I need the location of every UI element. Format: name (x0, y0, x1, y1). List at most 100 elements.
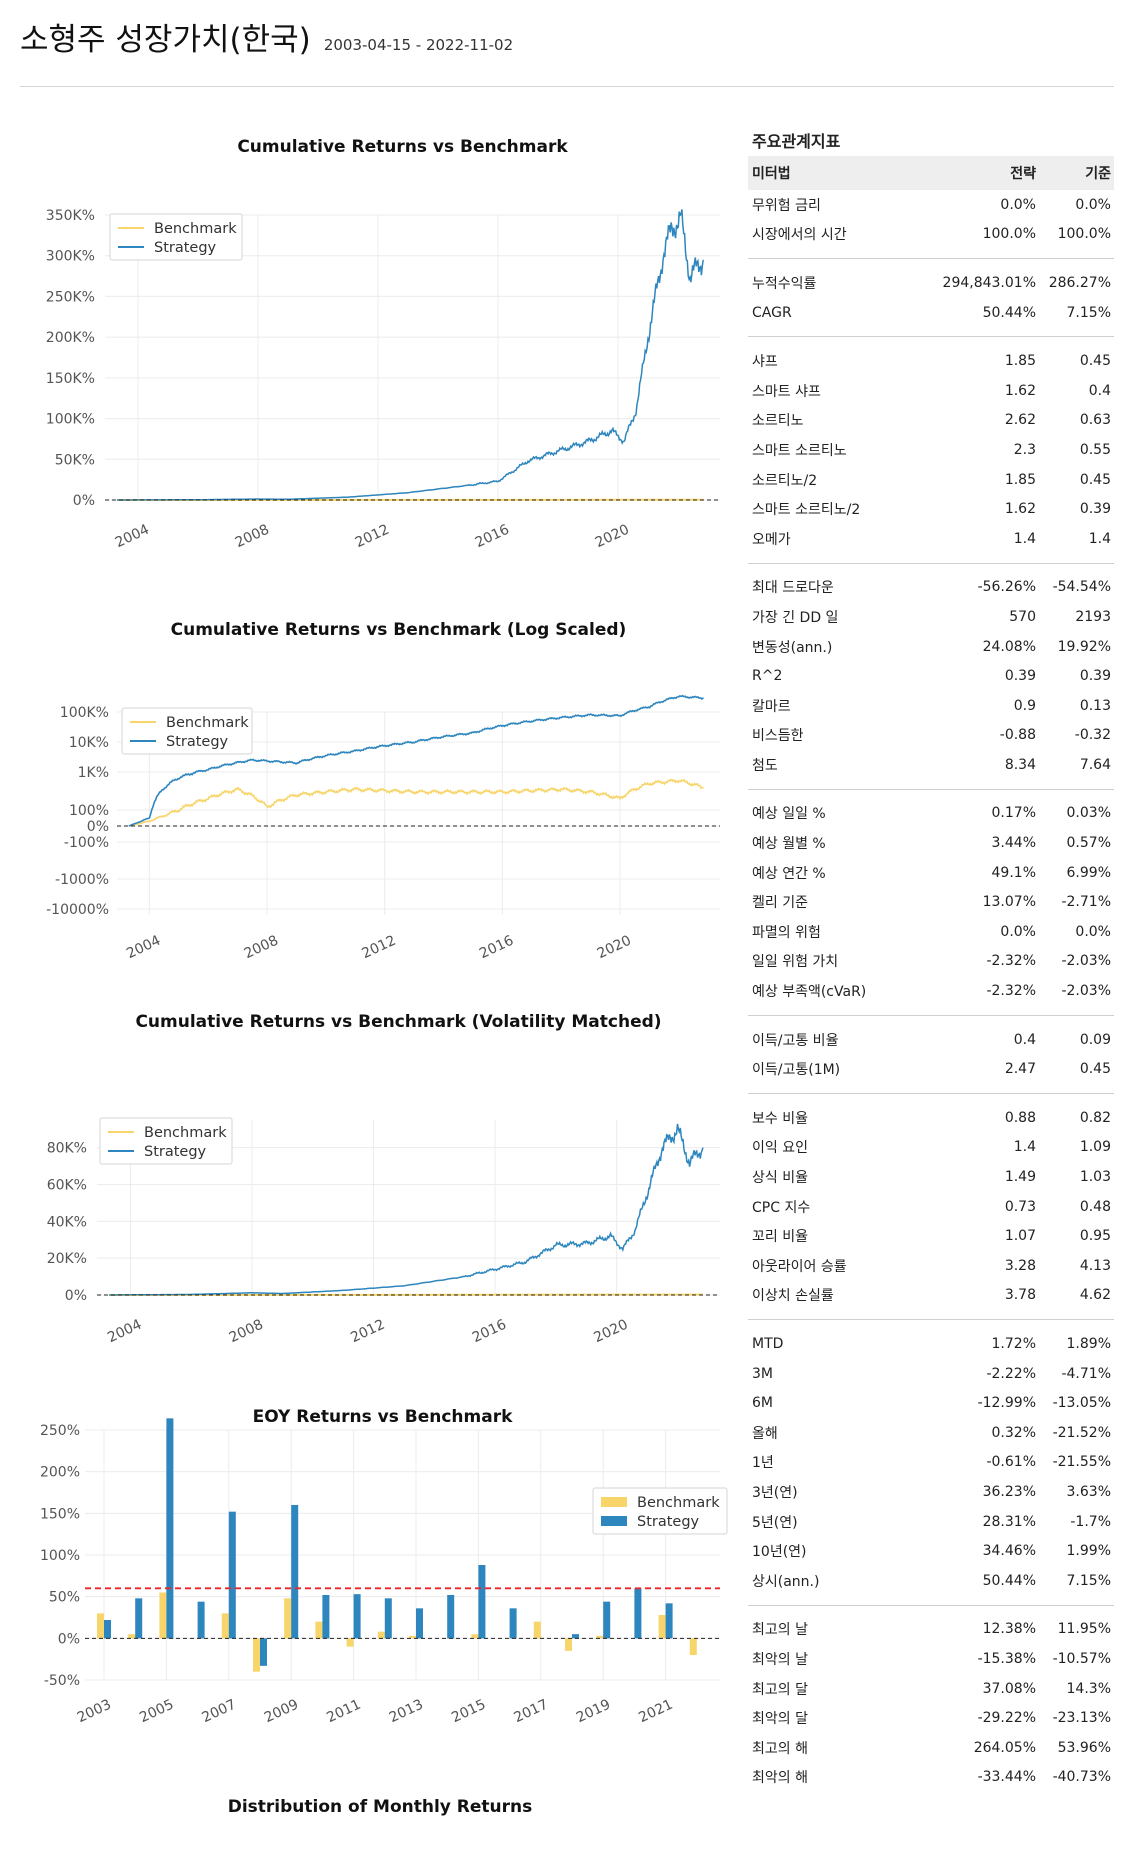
x-tick-label: 2021 (636, 1697, 675, 1727)
bar-benchmark (284, 1598, 292, 1639)
metric-row: 파멸의 위험 0.0% 0.0% (748, 917, 1114, 947)
chart-eoy-returns-svg: EOY Returns vs Benchmark 250% 200% 150% 100%… (40, 1407, 728, 1727)
metric-strategy-value: -12.99% (977, 1395, 1036, 1412)
metric-strategy-value: 100.0% (982, 226, 1036, 243)
metric-label: 5년(연) (752, 1514, 798, 1531)
series-line-benchmark (128, 778, 704, 827)
metric-label: 1년 (752, 1455, 774, 1472)
metric-strategy-value: 50.44% (982, 1572, 1036, 1589)
metric-label: 오메가 (752, 531, 791, 548)
chart-cumulative-returns-log-svg: Cumulative Returns vs Benchmark (Log Sca… (46, 620, 720, 963)
y-tick-label: 300K% (46, 249, 95, 265)
metric-benchmark-value: 0.45 (1079, 353, 1111, 370)
metric-group-divider (748, 1006, 1114, 1025)
metric-group-divider (748, 554, 1114, 573)
metric-row: 스마트 소르티노/2 1.62 0.39 (748, 494, 1114, 524)
bar-strategy (353, 1594, 361, 1639)
x-tick-label: 2008 (242, 933, 281, 963)
metric-row: 이익 요인 1.4 1.09 (748, 1133, 1114, 1163)
legend-label-benchmark: Benchmark (166, 715, 249, 731)
metric-strategy-value: 49.1% (991, 864, 1036, 881)
metric-strategy-value: 2.62 (1004, 412, 1036, 429)
metric-label: 최고의 달 (752, 1681, 808, 1698)
metric-row: 무위험 금리 0.0% 0.0% (748, 190, 1114, 220)
metric-strategy-value: 1.07 (1004, 1228, 1036, 1245)
series-line-strategy (109, 1123, 704, 1296)
metric-strategy-value: -2.32% (986, 983, 1036, 1000)
legend-box (121, 707, 253, 755)
series-line-strategy (117, 209, 704, 501)
key-metrics-panel: 주요관계지표 미터법 전략 기준 무위험 금리 0.0% 0.0% 시장에서의 시간 1… (748, 128, 1114, 1792)
y-tick-label: 0% (73, 493, 95, 509)
metric-strategy-value: 1.85 (1004, 353, 1036, 370)
x-tick-label: 2009 (262, 1697, 301, 1727)
metric-row: 칼마르 0.9 0.13 (748, 691, 1114, 721)
y-tick-label: 0% (58, 1631, 80, 1647)
metric-benchmark-value: -0.32 (1074, 727, 1111, 744)
metric-benchmark-value: -1.7% (1070, 1513, 1111, 1530)
metric-row: 이득/고통(1M) 2.47 0.45 (748, 1054, 1114, 1084)
metric-benchmark-value: -2.71% (1061, 894, 1111, 911)
y-tick-label: 100K% (46, 412, 95, 428)
bar-benchmark (315, 1621, 323, 1639)
metric-row: 스마트 샤프 1.62 0.4 (748, 376, 1114, 406)
metric-strategy-value: 294,843.01% (942, 274, 1036, 291)
metric-row: 오메가 1.4 1.4 (748, 524, 1114, 554)
metric-strategy-value: -29.22% (977, 1710, 1036, 1727)
metric-row: 켈리 기준 13.07% -2.71% (748, 887, 1114, 917)
metric-row: 상식 비율 1.49 1.03 (748, 1162, 1114, 1192)
metric-benchmark-value: 19.92% (1057, 638, 1111, 655)
metric-row: 소르티노/2 1.85 0.45 (748, 465, 1114, 495)
metric-label: 예상 부족액(cVaR) (752, 984, 867, 1001)
metric-benchmark-value: 1.99% (1066, 1543, 1111, 1560)
metric-strategy-value: 12.38% (982, 1621, 1036, 1638)
metric-benchmark-value: -2.03% (1061, 953, 1111, 970)
metric-row: 샤프 1.85 0.45 (748, 346, 1114, 376)
metric-label: 상식 비율 (752, 1170, 808, 1187)
metric-benchmark-value: 0.55 (1079, 441, 1111, 458)
metric-strategy-value: 0.39 (1004, 668, 1036, 685)
metric-row: 최악의 달 -29.22% -23.13% (748, 1703, 1114, 1733)
metric-benchmark-value: -10.57% (1052, 1650, 1111, 1667)
metric-label: 최대 드로다운 (752, 580, 834, 597)
metric-row: 3년(연) 36.23% 3.63% (748, 1477, 1114, 1507)
x-tick-label: 2003 (75, 1697, 114, 1727)
metric-label: 변동성(ann.) (752, 639, 833, 656)
metric-strategy-value: 3.28 (1004, 1257, 1036, 1274)
metric-strategy-value: 1.62 (1004, 501, 1036, 518)
y-tick-label: 250% (40, 1423, 80, 1439)
metric-row: 예상 월별 % 3.44% 0.57% (748, 828, 1114, 858)
metric-benchmark-value: 1.89% (1066, 1335, 1111, 1352)
metric-label: 상시(ann.) (752, 1573, 820, 1590)
bar-strategy (384, 1598, 392, 1639)
chart-cumulative-returns-volatility: Cumulative Returns vs Benchmark (Volatil… (20, 1005, 740, 1365)
metric-label: 10년(연) (752, 1544, 807, 1561)
metric-row: 6M -12.99% -13.05% (748, 1388, 1114, 1418)
metric-row: 최고의 달 37.08% 14.3% (748, 1674, 1114, 1704)
metric-row: 3M -2.22% -4.71% (748, 1359, 1114, 1389)
header-divider (20, 86, 1114, 87)
legend-label-strategy: Strategy (154, 240, 217, 256)
metric-label: 보수 비율 (752, 1110, 808, 1127)
metric-row: 10년(연) 34.46% 1.99% (748, 1536, 1114, 1566)
bar-strategy (634, 1588, 642, 1639)
chart-title: Cumulative Returns vs Benchmark (Volatil… (135, 1012, 661, 1032)
metric-strategy-value: 8.34 (1004, 756, 1036, 773)
series-line-strategy (128, 694, 704, 827)
chart-title: Distribution of Monthly Returns (228, 1797, 533, 1817)
metric-strategy-value: 28.31% (982, 1513, 1036, 1530)
bar-benchmark (409, 1635, 416, 1639)
metric-row: CPC 지수 0.73 0.48 (748, 1192, 1114, 1222)
bar-strategy (509, 1608, 517, 1639)
metric-label: 파멸의 위험 (752, 924, 821, 941)
x-tick-label: 2017 (512, 1697, 551, 1727)
x-tick-label: 2008 (233, 522, 272, 552)
metric-benchmark-value: 0.95 (1079, 1228, 1111, 1245)
metric-label: 아웃라이어 승률 (752, 1258, 847, 1275)
legend-label-strategy: Strategy (144, 1144, 207, 1160)
x-tick-label: 2004 (113, 522, 152, 552)
metrics-table: 미터법 전략 기준 무위험 금리 0.0% 0.0% 시장에서의 시간 100.0% 10… (748, 156, 1114, 1792)
metric-label: 칼마르 (752, 698, 791, 715)
metric-strategy-value: -2.22% (986, 1365, 1036, 1382)
legend-label-strategy: Strategy (166, 734, 229, 750)
